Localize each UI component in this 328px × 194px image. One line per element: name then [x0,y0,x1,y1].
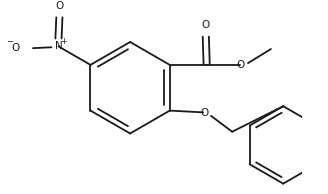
Text: O: O [55,1,64,11]
Text: O: O [200,108,208,118]
Text: O: O [237,60,245,70]
Text: N: N [55,41,62,51]
Text: +: + [60,37,67,46]
Text: −: − [6,37,13,47]
Text: O: O [11,43,20,53]
Text: O: O [202,20,210,30]
